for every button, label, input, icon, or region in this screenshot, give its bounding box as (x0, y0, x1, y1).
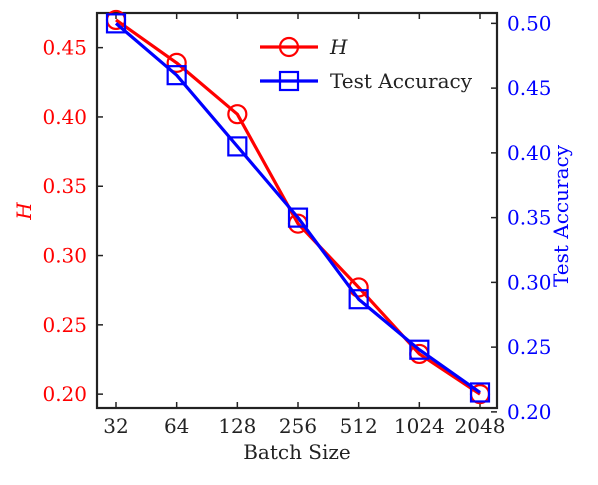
x-tick-label: 64 (164, 414, 189, 438)
series-line-h (115, 18, 481, 396)
y-left-tick-label: 0.25 (42, 313, 87, 337)
legend-marker-test-accuracy (278, 70, 300, 92)
y-axis-left-label: H (12, 202, 36, 221)
series-line-test-accuracy (114, 22, 481, 394)
data-point-test-accuracy (469, 382, 491, 403)
x-tick-label: 32 (103, 414, 128, 438)
x-tick-label: 1024 (394, 414, 445, 438)
data-point-test-accuracy (166, 65, 187, 86)
y-left-tick-label: 0.40 (42, 105, 87, 129)
y-right-tick-label: 0.40 (507, 141, 552, 165)
legend-label-test-accuracy: Test Accuracy (330, 69, 473, 93)
y-axis-right-label: Test Accuracy (549, 144, 573, 287)
y-right-tick-label: 0.45 (507, 76, 552, 100)
y-left-tick-label: 0.45 (42, 36, 87, 60)
data-point-test-accuracy (105, 13, 127, 34)
y-right-tick-label: 0.50 (507, 11, 552, 35)
y-left-tick-label: 0.20 (42, 382, 87, 406)
data-point-test-accuracy (227, 136, 248, 157)
x-tick-label: 2048 (455, 414, 506, 438)
x-tick-label: 128 (218, 414, 256, 438)
data-point-h (166, 52, 187, 73)
legend-marker-h (278, 36, 300, 58)
y-right-tick-label: 0.30 (507, 270, 552, 294)
data-point-test-accuracy (287, 207, 309, 228)
series-layer (105, 9, 491, 405)
x-axis-label: Batch Size (243, 440, 351, 464)
y-right-tick-label: 0.35 (507, 206, 552, 230)
x-tick-label: 512 (340, 414, 378, 438)
ticks-layer: 32 64 128 256 512 1024 20480.200.250.300.350.4… (42, 11, 551, 438)
y-right-tick-label: 0.25 (507, 335, 552, 359)
data-point-test-accuracy (409, 339, 430, 360)
legend-label-h: H (329, 35, 348, 59)
data-point-test-accuracy (348, 289, 369, 310)
plot-frame (95, 11, 499, 410)
legend: H Test Accuracy (260, 35, 473, 93)
y-right-tick-label: 0.20 (507, 400, 552, 424)
data-point-h (227, 104, 248, 125)
x-tick-label: 256 (279, 414, 317, 438)
y-left-tick-label: 0.30 (42, 244, 87, 268)
y-left-tick-label: 0.35 (42, 174, 87, 198)
